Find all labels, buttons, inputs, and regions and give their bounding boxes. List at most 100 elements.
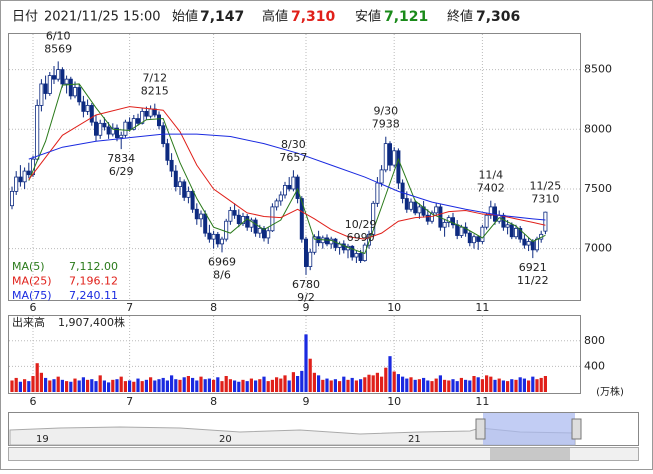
candle-body — [47, 75, 52, 94]
candle-body — [291, 176, 296, 190]
volume-bar — [518, 377, 522, 392]
volume-bar — [300, 370, 304, 392]
volume-bar — [69, 381, 73, 392]
x-tick-label: 8 — [210, 395, 217, 408]
x-tick-label: 6 — [30, 395, 37, 408]
candle-body — [366, 233, 371, 246]
candle-body — [480, 226, 485, 242]
candle-body — [215, 233, 220, 245]
x-tick-label: 7 — [126, 301, 133, 314]
volume-bar — [459, 377, 463, 392]
candle-body — [261, 227, 266, 239]
candle-body — [73, 87, 78, 97]
candle-body — [135, 118, 140, 124]
candle-body — [408, 201, 413, 210]
navigator-handle[interactable] — [571, 418, 582, 440]
volume-bar — [430, 381, 434, 392]
volume-bar — [396, 374, 400, 392]
annotation-price: 8569 — [44, 42, 72, 55]
candle-body — [35, 105, 40, 160]
volume-bar — [275, 377, 279, 392]
volume-bar — [489, 376, 493, 392]
annotation-date: 8/6 — [213, 268, 231, 281]
candle-body — [68, 78, 73, 97]
volume-bar — [144, 379, 148, 392]
volume-bar — [39, 372, 43, 392]
candle-body — [203, 213, 208, 234]
header-label: 始値 — [172, 9, 198, 25]
volume-bar — [170, 375, 174, 392]
volume-bar — [207, 378, 211, 392]
volume-bar — [350, 377, 354, 392]
volume-bar — [279, 378, 283, 392]
volume-panel — [8, 315, 581, 394]
volume-bar — [216, 377, 220, 392]
volume-bar — [531, 376, 535, 392]
x-tick-label: 8 — [210, 301, 217, 314]
candle-body — [417, 206, 422, 214]
volume-bar — [497, 378, 501, 392]
candle-body — [295, 176, 300, 199]
scrollbar[interactable] — [8, 447, 639, 461]
volume-bar — [262, 376, 266, 392]
candle-body — [60, 69, 65, 85]
volume-bar — [291, 372, 295, 392]
volume-bar — [81, 377, 85, 392]
candle-body — [219, 238, 224, 245]
annotation-price: 6921 — [519, 261, 547, 274]
volume-bar — [249, 378, 253, 392]
volume-bar — [270, 379, 274, 392]
candle-body — [522, 238, 527, 246]
candle-body — [156, 114, 161, 127]
volume-bar — [86, 379, 90, 392]
x-tick-label: 11 — [475, 301, 489, 314]
volume-bar — [237, 381, 241, 392]
navigator-selection[interactable] — [483, 413, 575, 445]
volume-bar — [296, 376, 300, 392]
volume-bar — [186, 376, 190, 392]
volume-bar — [392, 371, 396, 392]
candle-body — [501, 214, 506, 228]
candle-body — [245, 216, 250, 228]
volume-bar — [35, 363, 39, 392]
candle-body — [484, 214, 489, 228]
candle-body — [257, 227, 262, 234]
scrollbar-thumb[interactable] — [490, 448, 570, 460]
navigator-handle[interactable] — [475, 418, 486, 440]
volume-bar — [119, 376, 123, 392]
candle-body — [396, 150, 401, 184]
candle-body — [77, 87, 82, 103]
annotation-date: 11/22 — [517, 274, 549, 287]
volume-bar — [514, 379, 518, 392]
header-label: 終値 — [447, 9, 473, 25]
candle-body — [274, 200, 279, 208]
volume-bar — [443, 379, 447, 392]
x-tick-label: 7 — [126, 395, 133, 408]
candle-body — [450, 217, 455, 226]
legend-value: 7,196.12 — [69, 275, 118, 288]
volume-bar — [220, 381, 224, 392]
candle-body — [236, 214, 241, 225]
candle-body — [198, 213, 203, 220]
volume-bar — [44, 377, 48, 392]
volume-bar — [111, 379, 115, 392]
candle-body — [9, 190, 14, 207]
header-open: 7,147 — [200, 9, 244, 25]
annotation-price: 7834 — [107, 152, 135, 165]
candle-body — [312, 236, 317, 253]
x-tick-label: 9 — [303, 395, 310, 408]
volume-bar — [375, 372, 379, 392]
volume-bar — [539, 377, 543, 392]
volume-bar — [233, 380, 237, 392]
candle-body — [514, 227, 519, 238]
candle-body — [131, 118, 136, 130]
candle-body — [102, 122, 107, 128]
candle-body — [224, 220, 229, 240]
x-tick-label: 9 — [303, 301, 310, 314]
volume-bar — [543, 376, 547, 392]
candle-body — [324, 237, 329, 245]
candle-body — [543, 211, 548, 232]
candle-body — [173, 170, 178, 187]
annotation-date: 9/2 — [297, 291, 315, 304]
header-label: 高値 — [262, 9, 288, 25]
